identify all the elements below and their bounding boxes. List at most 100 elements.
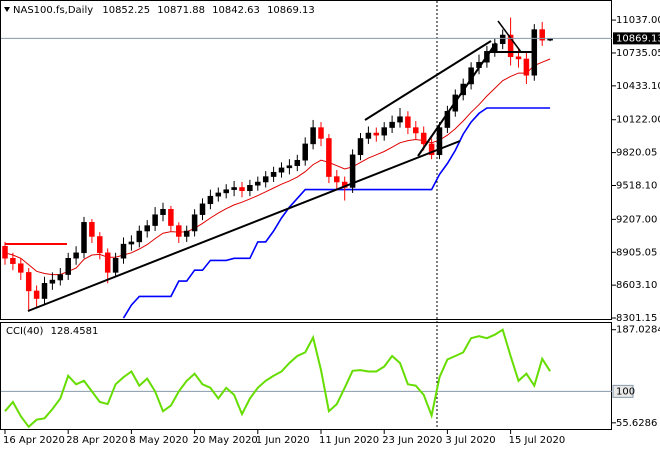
- candle-body: [57, 274, 64, 281]
- candle-body: [357, 138, 364, 156]
- x-tick-label: 3 Jul 2020: [445, 435, 495, 446]
- candle-body: [286, 165, 293, 169]
- candle-body: [389, 121, 395, 128]
- y-tick-label: 9207.00: [616, 214, 657, 225]
- candle-body: [436, 127, 443, 156]
- y-tick-label: 11037.00: [616, 15, 660, 26]
- indicator-name: CCI(40): [6, 326, 44, 337]
- candle-body: [365, 132, 372, 139]
- marks: [1, 17, 612, 429]
- x-tick-label: 20 May 2020: [193, 435, 258, 446]
- chart-header: NAS100.fs,Daily 10852.25 10871.88 10842.…: [13, 5, 315, 16]
- candle-body: [247, 185, 253, 191]
- candle-body: [2, 246, 8, 259]
- candle-body: [444, 110, 451, 128]
- candle-body: [405, 116, 411, 128]
- channel-line: [364, 40, 492, 121]
- trend-line: [497, 20, 522, 53]
- candle-body: [499, 34, 506, 44]
- candle-body: [397, 116, 403, 123]
- x-tick-label: 23 Jun 2020: [382, 435, 442, 446]
- overlay-line: [4, 58, 551, 276]
- price-label: 10869.13: [616, 33, 660, 44]
- candle-body: [33, 290, 40, 299]
- candle-body: [18, 263, 24, 273]
- candle-body: [231, 187, 237, 190]
- candle-body: [223, 189, 229, 194]
- low-value: 10842.63: [212, 5, 260, 16]
- y-tick-label: 9820.05: [616, 148, 657, 159]
- candle-body: [515, 56, 522, 60]
- x-tick-label: 15 Jul 2020: [509, 435, 566, 446]
- candle-body: [255, 181, 261, 186]
- y-tick-label: 10735.05: [616, 48, 660, 59]
- x-tick-label: 16 Apr 2020: [3, 435, 65, 446]
- y-tick-label: 9518.10: [616, 180, 657, 191]
- candle-body: [199, 203, 206, 215]
- y-tick-label: 8603.10: [616, 280, 657, 291]
- candle-body: [160, 208, 166, 215]
- candle-body: [191, 214, 198, 232]
- candle-body: [41, 283, 48, 299]
- overlay-line: [122, 107, 551, 319]
- candle-body: [128, 241, 135, 245]
- candle-body: [176, 225, 182, 237]
- candle-body: [73, 252, 79, 259]
- indicator-value: 128.4581: [51, 326, 99, 337]
- candle-body: [326, 138, 332, 177]
- close-value: 10869.13: [267, 5, 315, 16]
- candle-body: [144, 225, 150, 232]
- y-tick-label: 55.6286: [616, 418, 657, 429]
- x-tick-label: 1 Jun 2020: [256, 435, 310, 446]
- y-tick-label: 8905.05: [616, 247, 657, 258]
- candle-body: [302, 143, 308, 161]
- candle-body: [136, 230, 143, 243]
- trend-line: [417, 42, 497, 157]
- candle-body: [318, 127, 324, 139]
- y-tick-label: 10433.10: [616, 81, 660, 92]
- candle-body: [381, 127, 387, 136]
- candle-body: [104, 252, 111, 273]
- candle-body: [239, 187, 245, 191]
- candle-body: [278, 167, 285, 173]
- level-label-box: [612, 384, 634, 398]
- candle-body: [373, 132, 380, 136]
- candle-body: [25, 272, 32, 292]
- level-label: 100: [616, 386, 635, 397]
- candle-body: [420, 132, 427, 145]
- candle-body: [262, 176, 269, 183]
- y-tick-label: 187.0284: [616, 325, 660, 336]
- indicator-line: [4, 328, 551, 429]
- candle-body: [81, 222, 87, 254]
- y-tick-label: 10122.00: [616, 115, 660, 126]
- main-panel: [0, 0, 612, 320]
- candle-body: [89, 222, 95, 237]
- candle-body: [207, 195, 214, 205]
- candle-body: [10, 258, 16, 264]
- high-value: 10871.88: [157, 5, 205, 16]
- x-tick-label: 8 May 2020: [129, 435, 188, 446]
- y-tick-label: 8301.15: [616, 313, 657, 324]
- candle-body: [294, 159, 301, 166]
- candle-body: [183, 230, 190, 237]
- candle-body: [97, 236, 103, 254]
- candle-body: [49, 279, 56, 284]
- candle-body: [349, 154, 356, 188]
- candle-body: [428, 143, 435, 156]
- indicator-panel: [0, 322, 612, 430]
- candle-body: [112, 258, 119, 273]
- candle-body: [65, 258, 71, 275]
- candle-body: [507, 34, 514, 58]
- candle-body: [168, 208, 174, 226]
- x-tick-label: 28 Apr 2020: [66, 435, 128, 446]
- candle-body: [539, 29, 545, 41]
- chart-title: NAS100.fs,Daily: [13, 5, 93, 16]
- candle-body: [310, 127, 316, 145]
- candle-body: [215, 192, 222, 197]
- candle-body: [523, 58, 530, 76]
- price-label-box: [613, 32, 660, 45]
- candle-body: [334, 176, 340, 183]
- trend-line: [27, 140, 461, 312]
- candle-body: [152, 214, 158, 226]
